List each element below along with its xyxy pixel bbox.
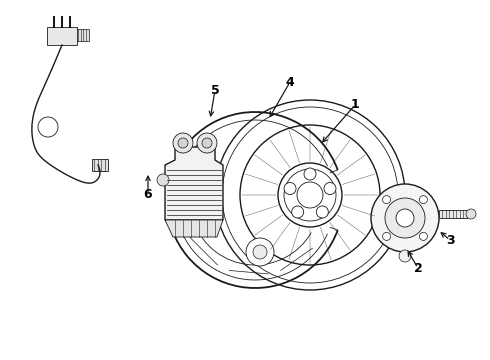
Bar	[439, 210, 467, 218]
Circle shape	[383, 195, 391, 204]
Circle shape	[324, 183, 336, 194]
Circle shape	[419, 233, 427, 240]
Text: 3: 3	[446, 234, 454, 247]
Circle shape	[173, 133, 193, 153]
Text: 5: 5	[211, 84, 220, 96]
Circle shape	[466, 209, 476, 219]
Polygon shape	[165, 147, 223, 220]
Circle shape	[246, 238, 274, 266]
Bar	[47, 27, 77, 45]
Circle shape	[371, 184, 439, 252]
Circle shape	[419, 195, 427, 204]
Text: 1: 1	[351, 99, 359, 112]
Circle shape	[304, 168, 316, 180]
Bar	[92, 159, 108, 171]
Circle shape	[383, 233, 391, 240]
Circle shape	[157, 174, 169, 186]
Text: 4: 4	[286, 76, 294, 89]
Circle shape	[317, 206, 328, 218]
Polygon shape	[165, 220, 223, 237]
Circle shape	[178, 138, 188, 148]
Circle shape	[292, 206, 304, 218]
Circle shape	[396, 209, 414, 227]
Circle shape	[284, 183, 296, 194]
Text: 2: 2	[414, 261, 422, 274]
Circle shape	[385, 198, 425, 238]
Circle shape	[399, 250, 411, 262]
Circle shape	[202, 138, 212, 148]
Circle shape	[253, 245, 267, 259]
Text: 6: 6	[144, 189, 152, 202]
Circle shape	[197, 133, 217, 153]
Bar	[77, 29, 89, 41]
Circle shape	[297, 182, 323, 208]
